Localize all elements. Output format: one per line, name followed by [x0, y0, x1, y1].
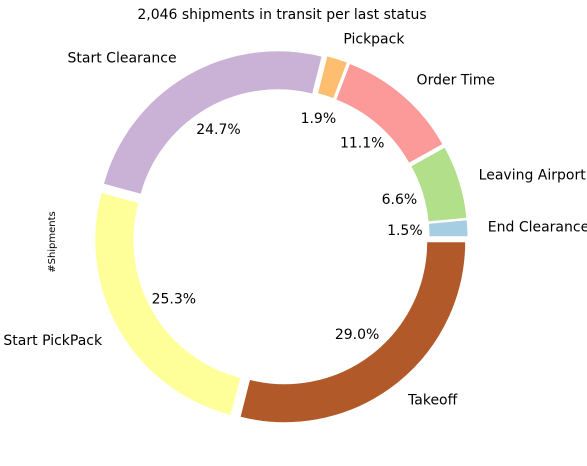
slice-labels: 1.5% End Clearance 6.6% Leaving Airport 11.1… — [3, 32, 587, 409]
slice-order-time — [335, 62, 444, 165]
category-label-pickpack: Pickpack — [343, 32, 405, 48]
slice-end-clearance — [427, 219, 469, 238]
slice-pickpack — [316, 55, 349, 100]
y-axis-label: #Shipments — [47, 211, 58, 273]
percent-label-leaving-airport: 6.6% — [382, 192, 418, 208]
slice-start-clearance — [102, 50, 323, 196]
percent-label-start-pickpack: 25.3% — [152, 291, 196, 307]
category-label-end-clearance: End Clearance — [488, 219, 587, 235]
percent-label-order-time: 11.1% — [340, 135, 384, 151]
donut-slices — [94, 50, 469, 424]
percent-label-takeoff: 29.0% — [335, 327, 379, 343]
percent-label-start-clearance: 24.7% — [196, 122, 240, 138]
category-label-takeoff: Takeoff — [407, 392, 458, 408]
slice-takeoff — [239, 241, 467, 424]
category-label-leaving-airport: Leaving Airport — [479, 168, 587, 184]
chart-title: 2,046 shipments in transit per last stat… — [137, 7, 426, 23]
percent-label-pickpack: 1.9% — [301, 111, 337, 127]
slice-start-pickpack — [94, 191, 242, 417]
category-label-order-time: Order Time — [417, 73, 496, 89]
category-label-start-clearance: Start Clearance — [68, 50, 177, 66]
category-label-start-pickpack: Start PickPack — [3, 333, 103, 349]
slice-leaving-airport — [410, 146, 468, 223]
percent-label-end-clearance: 1.5% — [387, 223, 423, 239]
